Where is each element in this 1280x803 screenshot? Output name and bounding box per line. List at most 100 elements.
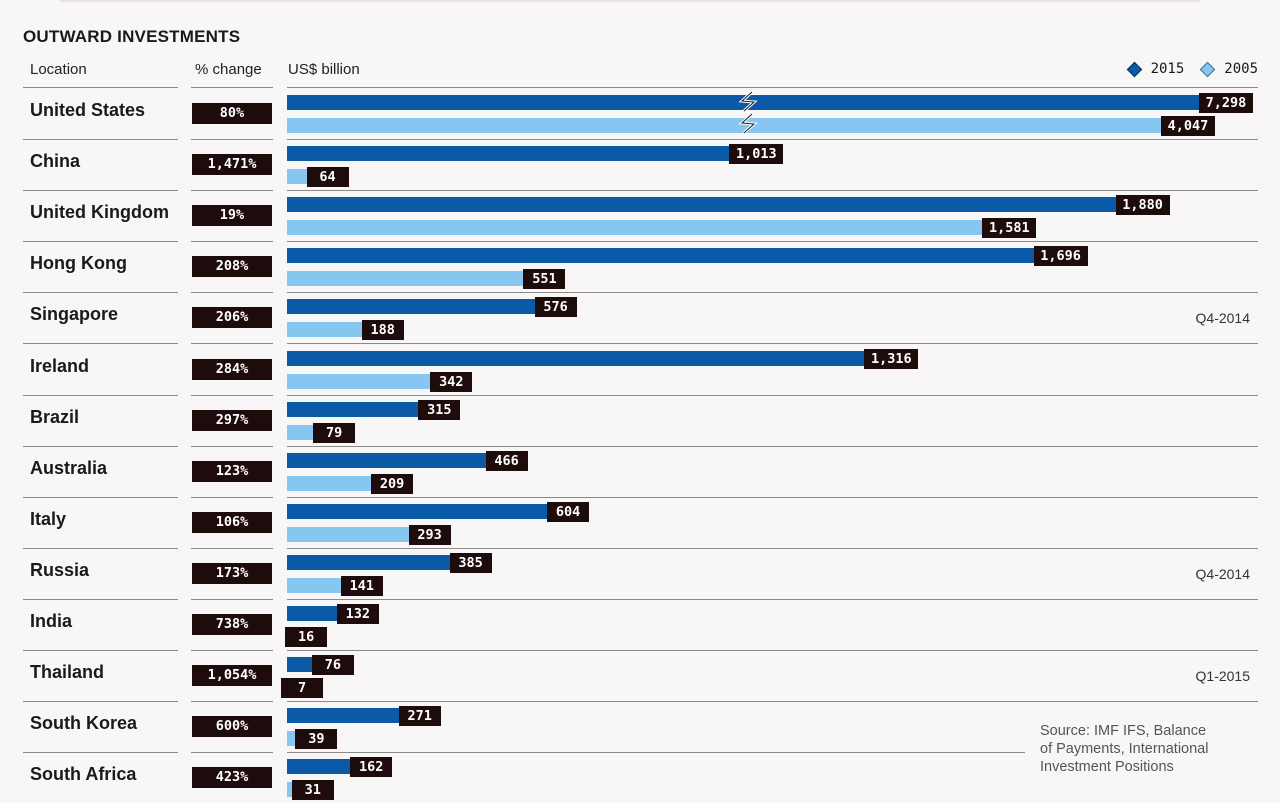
value-label-2015: 7,298 [1199, 93, 1253, 113]
pct-change-badge: 1,471% [192, 154, 272, 176]
bar-2005 [287, 373, 440, 389]
header-rule-location [23, 87, 178, 88]
bar-2015 [287, 452, 495, 468]
value-label-2005: 64 [306, 167, 349, 188]
bar-2005 [287, 271, 533, 287]
row-divider [191, 547, 273, 549]
bar-2005 [287, 475, 381, 491]
value-label-2015: 1,880 [1115, 195, 1170, 216]
table-row: United States 80% 7,298 4,047 [0, 88, 1280, 141]
table-row: Australia 123% 466 209 [0, 446, 1280, 498]
location-label: Italy [30, 508, 67, 529]
row-divider [191, 752, 273, 754]
row-divider [23, 445, 178, 447]
row-divider [23, 496, 178, 498]
column-header-change: % change [195, 61, 262, 78]
bar-2005 [287, 220, 992, 236]
row-divider [287, 394, 1258, 396]
row-divider [287, 139, 1258, 141]
header-rule-value [287, 87, 1258, 88]
legend-item-2015: 2015 [1126, 61, 1185, 77]
chart-title: OUTWARD INVESTMENTS [23, 27, 241, 46]
diamond-2005-icon [1200, 61, 1216, 77]
table-row: United Kingdom 19% 1,880 1,581 [0, 190, 1280, 243]
row-divider [23, 292, 178, 294]
table-row: China 1,471% 1,013 64 [0, 139, 1280, 192]
value-label-2015: 385 [449, 552, 492, 573]
row-divider [23, 752, 178, 754]
period-note: Q4-2014 [1195, 565, 1250, 582]
pct-change-badge: 297% [192, 409, 272, 431]
pct-change-badge: 206% [192, 307, 272, 329]
bar-2005 [287, 118, 1170, 133]
bar-2015 [287, 606, 346, 621]
pct-change-badge: 600% [192, 716, 272, 738]
location-label: Brazil [30, 406, 80, 427]
pct-change-badge: 208% [192, 256, 272, 278]
column-header-location: Location [30, 61, 87, 78]
pct-change-badge: 106% [192, 511, 272, 533]
row-divider [287, 241, 1258, 243]
bar-2005 [287, 577, 350, 593]
location-label: Thailand [30, 662, 105, 683]
source-line-2: of Payments, International [1040, 741, 1209, 757]
bar-2015 [287, 759, 360, 775]
row-divider [287, 701, 1258, 703]
value-label-2015: 271 [398, 706, 441, 727]
value-label-2005: 39 [295, 729, 338, 750]
value-label-2015: 466 [485, 450, 528, 471]
table-row: Singapore 206% 576 188 Q4-2014 [0, 292, 1280, 345]
source-line-3: Investment Positions [1040, 759, 1174, 775]
value-label-2015: 132 [336, 604, 379, 624]
legend-label-2015: 2015 [1150, 61, 1185, 77]
row-divider [287, 190, 1258, 192]
bar-2015 [287, 503, 557, 519]
period-note: Q4-2014 [1195, 310, 1250, 327]
value-label-2005: 209 [371, 473, 414, 494]
location-label: Russia [30, 559, 90, 580]
location-label: India [30, 611, 73, 631]
table-row: Hong Kong 208% 1,696 551 [0, 241, 1280, 294]
value-label-2015: 1,316 [864, 348, 919, 369]
location-label: United Kingdom [30, 202, 169, 223]
row-divider [191, 445, 273, 447]
pct-change-badge: 1,054% [192, 665, 272, 687]
value-label-2015: 1,696 [1033, 246, 1088, 267]
row-divider [23, 394, 178, 396]
row-divider [287, 650, 1258, 652]
table-row: Italy 106% 604 293 [0, 497, 1280, 549]
location-label: China [30, 151, 81, 172]
row-divider [191, 701, 273, 703]
row-divider [191, 496, 273, 498]
row-divider [191, 394, 273, 396]
bar-2015 [287, 708, 408, 724]
table-row: South Africa 423% 162 31 [0, 752, 1280, 803]
row-divider [191, 190, 273, 192]
top-rule [60, 0, 1200, 2]
value-label-2015: 76 [311, 655, 354, 676]
value-label-2015: 604 [547, 501, 590, 522]
bar-2015 [287, 554, 459, 570]
value-label-2005: 79 [313, 422, 356, 443]
location-label: Australia [30, 457, 108, 478]
row-divider [23, 650, 178, 652]
location-label: United States [30, 100, 146, 120]
pct-change-badge: 80% [192, 103, 272, 124]
value-label-2005: 551 [523, 269, 566, 290]
value-label-2005: 141 [340, 575, 383, 596]
row-divider [23, 547, 178, 549]
value-label-2015: 1,013 [729, 144, 784, 165]
location-label: Singapore [30, 304, 119, 325]
value-label-2005: 1,581 [982, 218, 1037, 239]
bar-2015 [287, 350, 874, 366]
value-label-2005: 31 [291, 780, 334, 801]
pct-change-badge: 19% [192, 205, 272, 227]
row-divider [191, 139, 273, 141]
bar-2015 [287, 146, 739, 162]
bar-2015 [287, 197, 1125, 213]
table-row: Russia 173% 385 141 Q4-2014 [0, 548, 1280, 600]
row-divider [191, 343, 273, 345]
row-divider [23, 343, 178, 345]
value-label-2005: 342 [430, 371, 473, 392]
value-label-2015: 162 [350, 757, 393, 778]
